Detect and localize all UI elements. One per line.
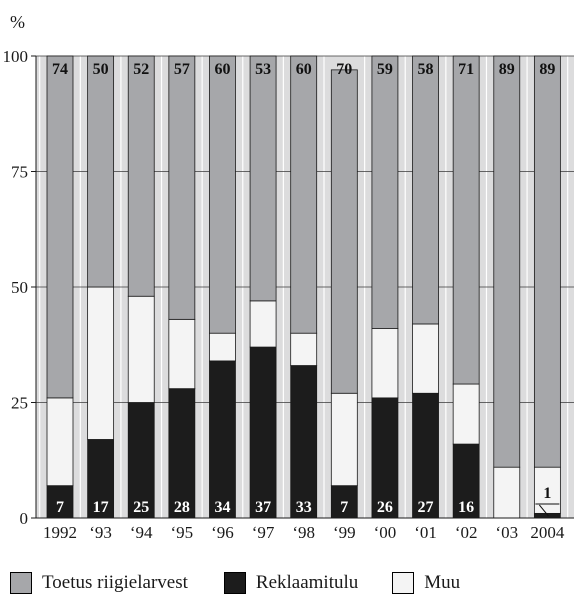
data-label-top: 50 xyxy=(93,61,109,78)
x-tick-label: ‘00 xyxy=(374,523,397,542)
x-tick-label: ‘95 xyxy=(171,523,194,542)
bar-segment-reklaamitulu xyxy=(452,443,480,519)
data-label-top: 89 xyxy=(499,61,515,78)
data-label-top: 71 xyxy=(458,61,474,78)
data-label-top: 60 xyxy=(296,61,312,78)
bar-segment-muu xyxy=(87,286,115,440)
legend-item-toetus: Toetus riigielarvest xyxy=(10,572,188,594)
leader-line xyxy=(538,504,549,517)
data-label-bottom: 25 xyxy=(133,499,149,516)
data-label-bottom: 27 xyxy=(418,499,434,516)
data-label-bottom: 26 xyxy=(377,499,393,516)
bar-segment-muu xyxy=(209,332,236,362)
data-label-bottom: 37 xyxy=(255,499,271,516)
bar-segment-toetus-riigielarvest xyxy=(127,55,155,297)
bar-segment-toetus-riigielarvest xyxy=(87,55,115,288)
data-label-bottom: 28 xyxy=(174,499,190,516)
x-tick-label: ‘93 xyxy=(89,523,112,542)
bar-segment-reklaamitulu xyxy=(330,485,358,519)
x-tick-label: ‘94 xyxy=(130,523,153,542)
bar-segment-reklaamitulu xyxy=(412,392,439,519)
y-tick-label: 25 xyxy=(11,394,28,413)
x-tick-label: ‘96 xyxy=(211,523,234,542)
bar-segment-toetus-riigielarvest xyxy=(209,55,236,334)
bar-segment-toetus-riigielarvest xyxy=(168,55,196,320)
x-tick-label: ‘98 xyxy=(292,523,315,542)
legend-label-reklaamitulu: Reklaamitulu xyxy=(255,572,359,593)
bar-segment-toetus-riigielarvest xyxy=(452,55,480,385)
data-label-top: 58 xyxy=(418,61,434,78)
stacked-bar-chart: 0 25 50 75 100 1992 ‘93 ‘94 ‘95 ‘96 ‘97 ‘98 ‘99 ‘00 ‘0… xyxy=(3,12,574,542)
legend-swatch-toetus xyxy=(10,572,32,594)
data-label-bottom: 33 xyxy=(296,499,312,516)
y-tick-label: 50 xyxy=(11,278,28,297)
bar-segment-toetus-riigielarvest xyxy=(371,55,399,329)
legend-item-muu: Muu xyxy=(392,572,460,594)
data-label-top: 59 xyxy=(377,61,393,78)
data-label-bottom: 1 xyxy=(543,485,551,502)
x-tick-label: ‘97 xyxy=(252,523,275,542)
x-tick-label: ‘02 xyxy=(455,523,478,542)
x-tick-label: ‘99 xyxy=(333,523,356,542)
data-label-top: 89 xyxy=(539,61,555,78)
bar-segment-reklaamitulu xyxy=(290,365,318,519)
y-tick-label: 0 xyxy=(20,509,29,528)
data-label-bottom: 16 xyxy=(458,499,474,516)
data-label-bottom: 7 xyxy=(340,499,348,516)
legend-swatch-reklaamitulu xyxy=(223,572,246,594)
data-label-top: 74 xyxy=(52,61,68,78)
bar-segment-muu xyxy=(533,466,561,514)
bar-segment-muu xyxy=(412,323,439,394)
data-label-top: 57 xyxy=(174,61,190,78)
bar-segment-muu xyxy=(330,392,358,487)
x-tick-label: 1992 xyxy=(43,523,77,542)
legend-swatch-muu xyxy=(392,572,415,594)
x-tick-label: ‘01 xyxy=(414,523,437,542)
bar-segment-muu xyxy=(371,328,399,399)
bar-segment-muu xyxy=(168,318,196,390)
bar-segment-toetus-riigielarvest xyxy=(493,55,521,468)
data-label-bottom: 7 xyxy=(56,499,64,516)
bar-segment-muu xyxy=(452,383,480,445)
data-label-top: 53 xyxy=(255,61,271,78)
bar-segment-toetus-riigielarvest xyxy=(412,55,439,325)
bar-segment-muu xyxy=(290,332,318,366)
bar-segment-toetus-riigielarvest xyxy=(533,55,561,468)
bar-segment-toetus-riigielarvest xyxy=(249,55,277,302)
bar-segment-muu xyxy=(249,300,277,348)
bar-segment-reklaamitulu xyxy=(249,346,277,519)
bar-segment-toetus-riigielarvest xyxy=(330,69,358,394)
bar-segment-toetus-riigielarvest xyxy=(46,55,74,399)
data-label-top: 60 xyxy=(214,61,230,78)
bar-segment-muu xyxy=(46,397,74,487)
data-label-top: 52 xyxy=(133,61,149,78)
data-label-top: 70 xyxy=(336,61,352,78)
data-label-bottom: 34 xyxy=(214,499,230,516)
bar-segment-toetus-riigielarvest xyxy=(290,55,318,334)
y-tick-label: 100 xyxy=(3,47,29,66)
legend: Toetus riigielarvest Reklaamitulu Muu xyxy=(10,570,570,596)
legend-label-muu: Muu xyxy=(424,572,461,593)
x-tick-label: ‘03 xyxy=(495,523,518,542)
legend-label-toetus: Toetus riigielarvest xyxy=(42,572,188,593)
y-tick-label: 75 xyxy=(11,163,28,182)
data-label-bottom: 17 xyxy=(93,499,109,516)
y-axis-unit-label: % xyxy=(10,12,25,32)
bar-segment-muu xyxy=(493,466,521,519)
legend-item-reklaamitulu: Reklaamitulu xyxy=(223,572,359,594)
bar-segment-reklaamitulu xyxy=(209,360,236,519)
bar-segment-muu xyxy=(127,295,155,403)
x-tick-label: 2004 xyxy=(530,523,565,542)
bar-segment-reklaamitulu xyxy=(87,439,115,519)
